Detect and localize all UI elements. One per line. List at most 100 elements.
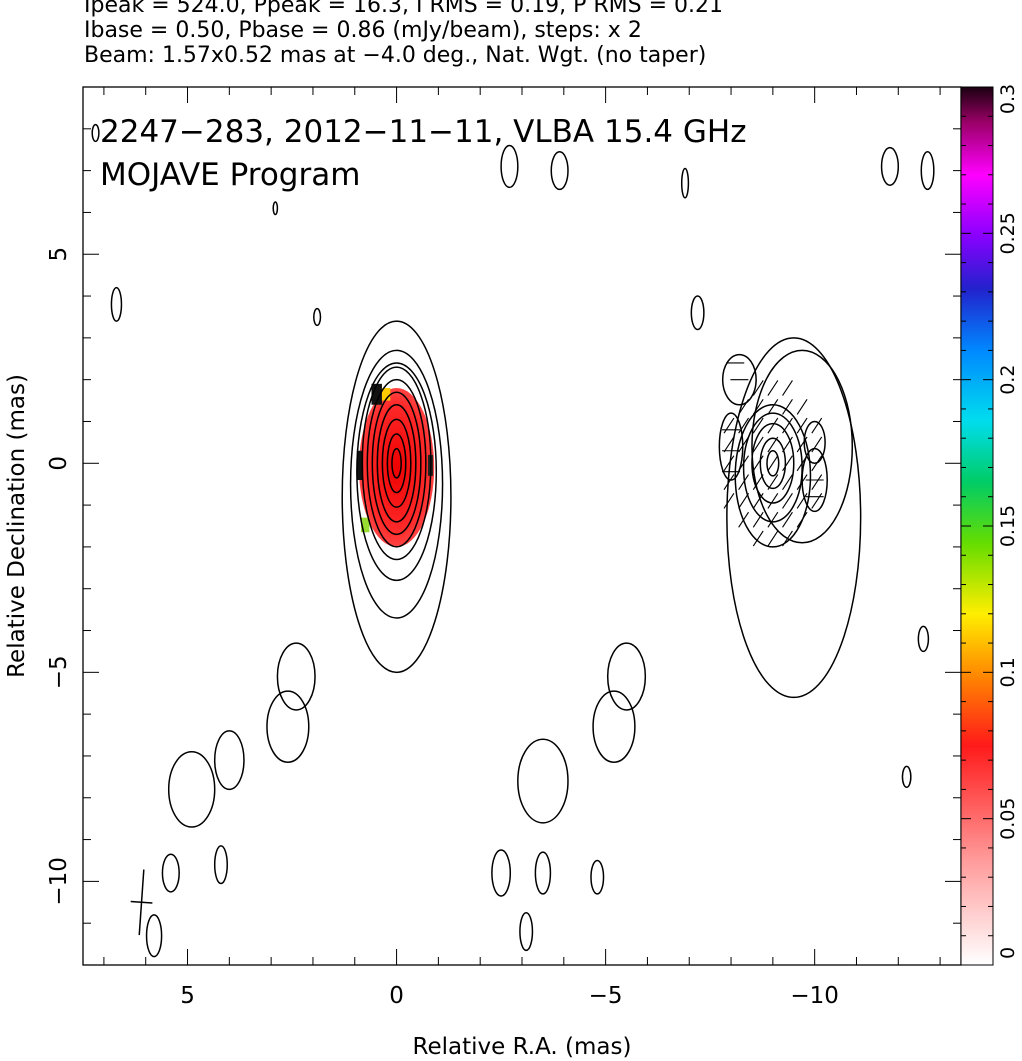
polarization-contour — [751, 422, 795, 504]
colorbar-tick-label: 0.25 — [997, 212, 1019, 254]
jet-contour — [266, 690, 310, 763]
jet-contour — [213, 730, 245, 791]
evpa-tick — [752, 380, 764, 396]
evpa-tick — [738, 398, 750, 415]
evpa-tick — [752, 398, 764, 415]
jet-contour — [519, 911, 534, 952]
evpa-tick — [752, 455, 764, 472]
stokes-i-contour — [341, 320, 452, 674]
evpa-tick — [811, 474, 823, 490]
jet-contour — [901, 765, 912, 789]
stokes-i-contour — [376, 404, 417, 523]
jet-contour — [680, 167, 690, 199]
jet-contour — [167, 751, 216, 828]
evpa-tick — [767, 436, 779, 453]
beam-minor-axis — [130, 900, 153, 904]
evpa-tick — [782, 493, 793, 509]
evpa-tick — [738, 455, 750, 472]
evpa-tick — [796, 455, 808, 472]
colorbar: 0 0.05 0.1 0.15 0.2 0.25 0.3 — [960, 84, 1019, 966]
evpa-tick — [796, 436, 808, 453]
x-tick-label: −5 — [589, 983, 623, 1009]
colorbar-tick-label: 0 — [997, 947, 1019, 959]
evpa-tick — [767, 474, 779, 490]
jet-contour — [606, 642, 647, 711]
evpa-tick — [738, 511, 750, 528]
polarization-edge-pixel — [381, 388, 391, 401]
evpa-tick — [738, 417, 750, 434]
jet-contour — [161, 853, 180, 893]
evpa-tick — [782, 474, 793, 490]
evpa-tick — [723, 417, 735, 434]
jet-contour — [500, 144, 519, 189]
stokes-i-contour — [349, 349, 444, 619]
jet-contour — [491, 849, 512, 897]
evpa-tick — [752, 474, 764, 490]
evpa-tick — [782, 380, 793, 396]
evpa-tick — [767, 380, 779, 396]
jet-contour — [880, 146, 900, 187]
evpa-tick — [752, 417, 764, 434]
evpa-tick — [752, 511, 764, 528]
colorbar-tick-label: 0.05 — [997, 798, 1019, 840]
evpa-tick — [811, 455, 823, 472]
plot-area — [91, 123, 935, 958]
jet-contour — [276, 642, 316, 711]
header-line-3: Beam: 1.57x0.52 mas at −4.0 deg., Nat. W… — [84, 43, 707, 68]
jet-contour — [550, 151, 569, 191]
evpa-tick — [811, 436, 823, 453]
evpa-tick — [782, 398, 793, 415]
evpa-tick — [752, 436, 764, 453]
evpa-tick — [796, 398, 808, 415]
evpa-tick — [782, 530, 793, 547]
y-tick-label: −5 — [46, 655, 72, 689]
evpa-tick — [796, 474, 808, 490]
polarization-contour — [742, 412, 803, 523]
evpa-tick — [767, 455, 779, 472]
colorbar-ticks: 0 0.05 0.1 0.15 0.2 0.25 0.3 — [961, 84, 1019, 966]
y-tick-label: −10 — [46, 857, 72, 906]
polarization-contour — [721, 353, 757, 406]
stokes-i-contour — [361, 366, 432, 561]
evpa-tick — [796, 511, 808, 528]
polarization-contour — [751, 349, 854, 544]
evpa-tick — [723, 436, 735, 453]
jet-contour — [313, 307, 322, 327]
polarization-contour — [759, 437, 787, 490]
evpa-tick — [738, 474, 750, 490]
jet-contour — [272, 201, 279, 216]
evpa-tick — [782, 511, 793, 528]
jet-contour — [517, 738, 569, 824]
stokes-i-contour — [391, 447, 402, 479]
evpa-tick — [767, 417, 779, 434]
stokes-i-contour — [371, 391, 422, 536]
polarization-contour — [766, 449, 780, 477]
evpa-tick — [782, 417, 793, 434]
polarization-contour — [803, 420, 826, 465]
x-tick-label: 0 — [389, 983, 404, 1009]
x-tick-label: 5 — [180, 983, 195, 1009]
evpa-tick — [767, 398, 779, 415]
plot-frame — [82, 86, 962, 966]
polarization-edge-pixel — [361, 517, 370, 533]
jet-contour — [534, 851, 552, 895]
jet-contour — [592, 690, 636, 763]
header-line-2: Ibase = 0.50, Pbase = 0.86 (mJy/beam), s… — [84, 18, 642, 43]
evpa-tick — [796, 417, 808, 434]
y-tick-label: 5 — [46, 247, 72, 262]
polarization-contour — [726, 337, 862, 699]
evpa-tick — [782, 455, 793, 472]
jet-contour — [110, 286, 123, 322]
y-tick-label: 0 — [46, 456, 72, 471]
jet-contour — [590, 859, 605, 895]
evpa-tick — [738, 436, 750, 453]
x-axis-label: Relative R.A. (mas) — [413, 1034, 632, 1060]
polarization-edge-pixel — [356, 450, 364, 481]
stokes-i-contour — [381, 418, 412, 508]
evpa-tick — [752, 493, 764, 509]
jet-contour — [91, 123, 100, 143]
colorbar-tick-label: 0.15 — [997, 505, 1019, 547]
polarization-edge-pixel — [371, 383, 382, 405]
evpa-tick — [723, 493, 735, 509]
